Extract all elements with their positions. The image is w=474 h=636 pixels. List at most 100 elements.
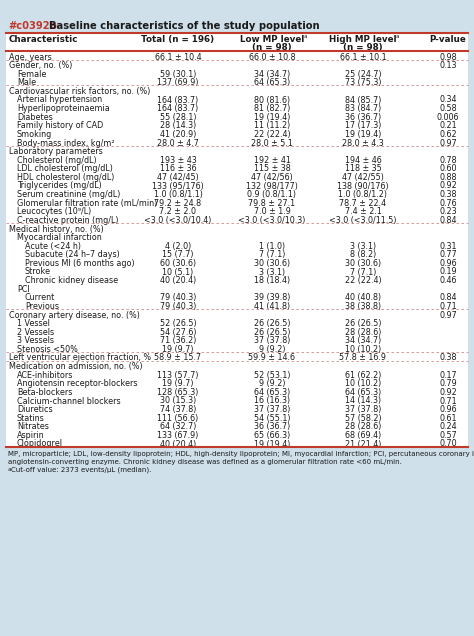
- Text: 65 (66.3): 65 (66.3): [254, 431, 290, 440]
- Text: 71 (36.2): 71 (36.2): [160, 336, 196, 345]
- Text: 80 (81.6): 80 (81.6): [254, 95, 290, 104]
- Text: Triglycerides (mg/dL): Triglycerides (mg/dL): [17, 181, 102, 191]
- Text: 64 (65.3): 64 (65.3): [254, 388, 290, 397]
- Text: 57 (58.2): 57 (58.2): [345, 413, 381, 423]
- Text: 193 ± 43: 193 ± 43: [160, 156, 196, 165]
- Text: 0.46: 0.46: [439, 276, 457, 285]
- Text: 1.0 (0.8/1.1): 1.0 (0.8/1.1): [154, 190, 202, 199]
- Text: 0.71: 0.71: [439, 396, 457, 406]
- Text: 39 (39.8): 39 (39.8): [254, 293, 290, 302]
- Text: 0.31: 0.31: [439, 242, 457, 251]
- Text: #c0392b: #c0392b: [8, 21, 57, 31]
- Text: Family history of CAD: Family history of CAD: [17, 121, 103, 130]
- Text: 192 ± 41: 192 ± 41: [254, 156, 291, 165]
- Text: 28.0 ± 5.1: 28.0 ± 5.1: [251, 139, 293, 148]
- Text: 10 (10.2): 10 (10.2): [345, 345, 381, 354]
- Text: 66.1 ± 10.1: 66.1 ± 10.1: [340, 53, 386, 62]
- Text: 132 (98/177): 132 (98/177): [246, 181, 298, 191]
- Text: 4 (2.0): 4 (2.0): [165, 242, 191, 251]
- Text: 79 (40.3): 79 (40.3): [160, 293, 196, 302]
- Text: 38 (38.8): 38 (38.8): [345, 302, 381, 311]
- Text: Cut-off value: 2373 events/μL (median).: Cut-off value: 2373 events/μL (median).: [11, 467, 151, 473]
- Text: 79 (40.3): 79 (40.3): [160, 302, 196, 311]
- Text: 78.7 ± 22.4: 78.7 ± 22.4: [339, 198, 387, 208]
- Text: 0.24: 0.24: [439, 422, 457, 431]
- Text: 30 (15.3): 30 (15.3): [160, 396, 196, 406]
- Text: Medical history, no. (%): Medical history, no. (%): [9, 225, 104, 233]
- Text: 0.97: 0.97: [439, 139, 457, 148]
- Text: 0.88: 0.88: [439, 173, 457, 182]
- Text: <3.0 (<3.0/10.3): <3.0 (<3.0/10.3): [238, 216, 306, 225]
- Text: a: a: [396, 34, 400, 39]
- Text: 26 (26.5): 26 (26.5): [254, 319, 290, 328]
- Text: 0.92: 0.92: [439, 181, 457, 191]
- Text: 137 (69.9): 137 (69.9): [157, 78, 199, 87]
- Text: 1.0 (0.8/1.2): 1.0 (0.8/1.2): [338, 190, 388, 199]
- Text: High MP level: High MP level: [329, 35, 397, 44]
- Text: 28.0 ± 4.3: 28.0 ± 4.3: [342, 139, 384, 148]
- Text: 0.71: 0.71: [439, 302, 457, 311]
- Text: 28 (28.6): 28 (28.6): [345, 422, 381, 431]
- Text: Aspirin: Aspirin: [17, 431, 45, 440]
- Text: Gender, no. (%): Gender, no. (%): [9, 61, 73, 70]
- Text: 10 (5.1): 10 (5.1): [163, 268, 193, 277]
- Text: 66.1 ± 10.4: 66.1 ± 10.4: [155, 53, 201, 62]
- Text: 0.70: 0.70: [439, 439, 457, 448]
- Text: 37 (37.8): 37 (37.8): [345, 405, 381, 414]
- Text: 28 (28.6): 28 (28.6): [345, 328, 381, 336]
- Text: Statins: Statins: [17, 413, 45, 423]
- Text: Chronic kidney disease: Chronic kidney disease: [25, 276, 118, 285]
- Text: 0.006: 0.006: [437, 113, 459, 121]
- Text: Beta-blockers: Beta-blockers: [17, 388, 73, 397]
- Text: Angiotensin receptor-blockers: Angiotensin receptor-blockers: [17, 379, 137, 389]
- Text: Characteristic: Characteristic: [9, 35, 79, 44]
- Text: 64 (65.3): 64 (65.3): [254, 78, 290, 87]
- Text: 83 (84.7): 83 (84.7): [345, 104, 381, 113]
- Text: 14 (14.3): 14 (14.3): [345, 396, 381, 406]
- Text: MP, microparticle; LDL, low-density lipoprotein; HDL, high-density lipoprotein; : MP, microparticle; LDL, low-density lipo…: [8, 450, 474, 457]
- Text: Stenosis <50%: Stenosis <50%: [17, 345, 78, 354]
- Text: 19 (19.4): 19 (19.4): [254, 439, 290, 448]
- Text: 118 ± 35: 118 ± 35: [345, 164, 382, 173]
- Text: Coronary artery disease, no. (%): Coronary artery disease, no. (%): [9, 310, 140, 319]
- Text: <3.0 (<3.0/11.5): <3.0 (<3.0/11.5): [329, 216, 397, 225]
- Text: LDL cholesterol (mg/dL): LDL cholesterol (mg/dL): [17, 164, 113, 173]
- Text: 28 (14.3): 28 (14.3): [160, 121, 196, 130]
- Text: 9 (9.2): 9 (9.2): [259, 379, 285, 389]
- Text: 68 (69.4): 68 (69.4): [345, 431, 381, 440]
- Text: Medication on admission, no. (%): Medication on admission, no. (%): [9, 362, 143, 371]
- Text: 19 (9.7): 19 (9.7): [162, 345, 194, 354]
- Text: 34 (34.7): 34 (34.7): [254, 70, 290, 79]
- Text: 36 (36.7): 36 (36.7): [254, 422, 290, 431]
- Text: 41 (41.8): 41 (41.8): [254, 302, 290, 311]
- Text: 138 (90/176): 138 (90/176): [337, 181, 389, 191]
- Text: 7 (7.1): 7 (7.1): [350, 268, 376, 277]
- Bar: [6, 33, 468, 446]
- Text: 79.8 ± 27.1: 79.8 ± 27.1: [248, 198, 296, 208]
- Text: 0.78: 0.78: [439, 156, 457, 165]
- Text: 8 (8.2): 8 (8.2): [350, 251, 376, 259]
- Text: 81 (82.7): 81 (82.7): [254, 104, 290, 113]
- Text: 34 (34.7): 34 (34.7): [345, 336, 381, 345]
- Text: 0.38: 0.38: [439, 354, 457, 363]
- Text: 0.97: 0.97: [439, 310, 457, 319]
- Text: 0.19: 0.19: [439, 268, 457, 277]
- Text: 18 (18.4): 18 (18.4): [254, 276, 290, 285]
- Text: Hyperlipoproteinaemia: Hyperlipoproteinaemia: [17, 104, 110, 113]
- Text: Nitrates: Nitrates: [17, 422, 49, 431]
- Text: 64 (32.7): 64 (32.7): [160, 422, 196, 431]
- Text: Body-mass index, kg/m²: Body-mass index, kg/m²: [17, 139, 115, 148]
- Text: 194 ± 46: 194 ± 46: [345, 156, 382, 165]
- Text: 0.61: 0.61: [439, 413, 457, 423]
- Text: Myocardial infarction: Myocardial infarction: [17, 233, 102, 242]
- Text: Age, years: Age, years: [9, 53, 52, 62]
- Text: 16 (16.3): 16 (16.3): [254, 396, 290, 406]
- Text: 30 (30.6): 30 (30.6): [254, 259, 290, 268]
- Text: 26 (26.5): 26 (26.5): [345, 319, 381, 328]
- Text: 11 (11.2): 11 (11.2): [254, 121, 290, 130]
- Text: 0.62: 0.62: [439, 130, 457, 139]
- Text: Baseline characteristics of the study population: Baseline characteristics of the study po…: [42, 21, 319, 31]
- Text: 133 (95/176): 133 (95/176): [152, 181, 204, 191]
- Text: 79.2 ± 24.8: 79.2 ± 24.8: [155, 198, 201, 208]
- Text: 47 (42/45): 47 (42/45): [157, 173, 199, 182]
